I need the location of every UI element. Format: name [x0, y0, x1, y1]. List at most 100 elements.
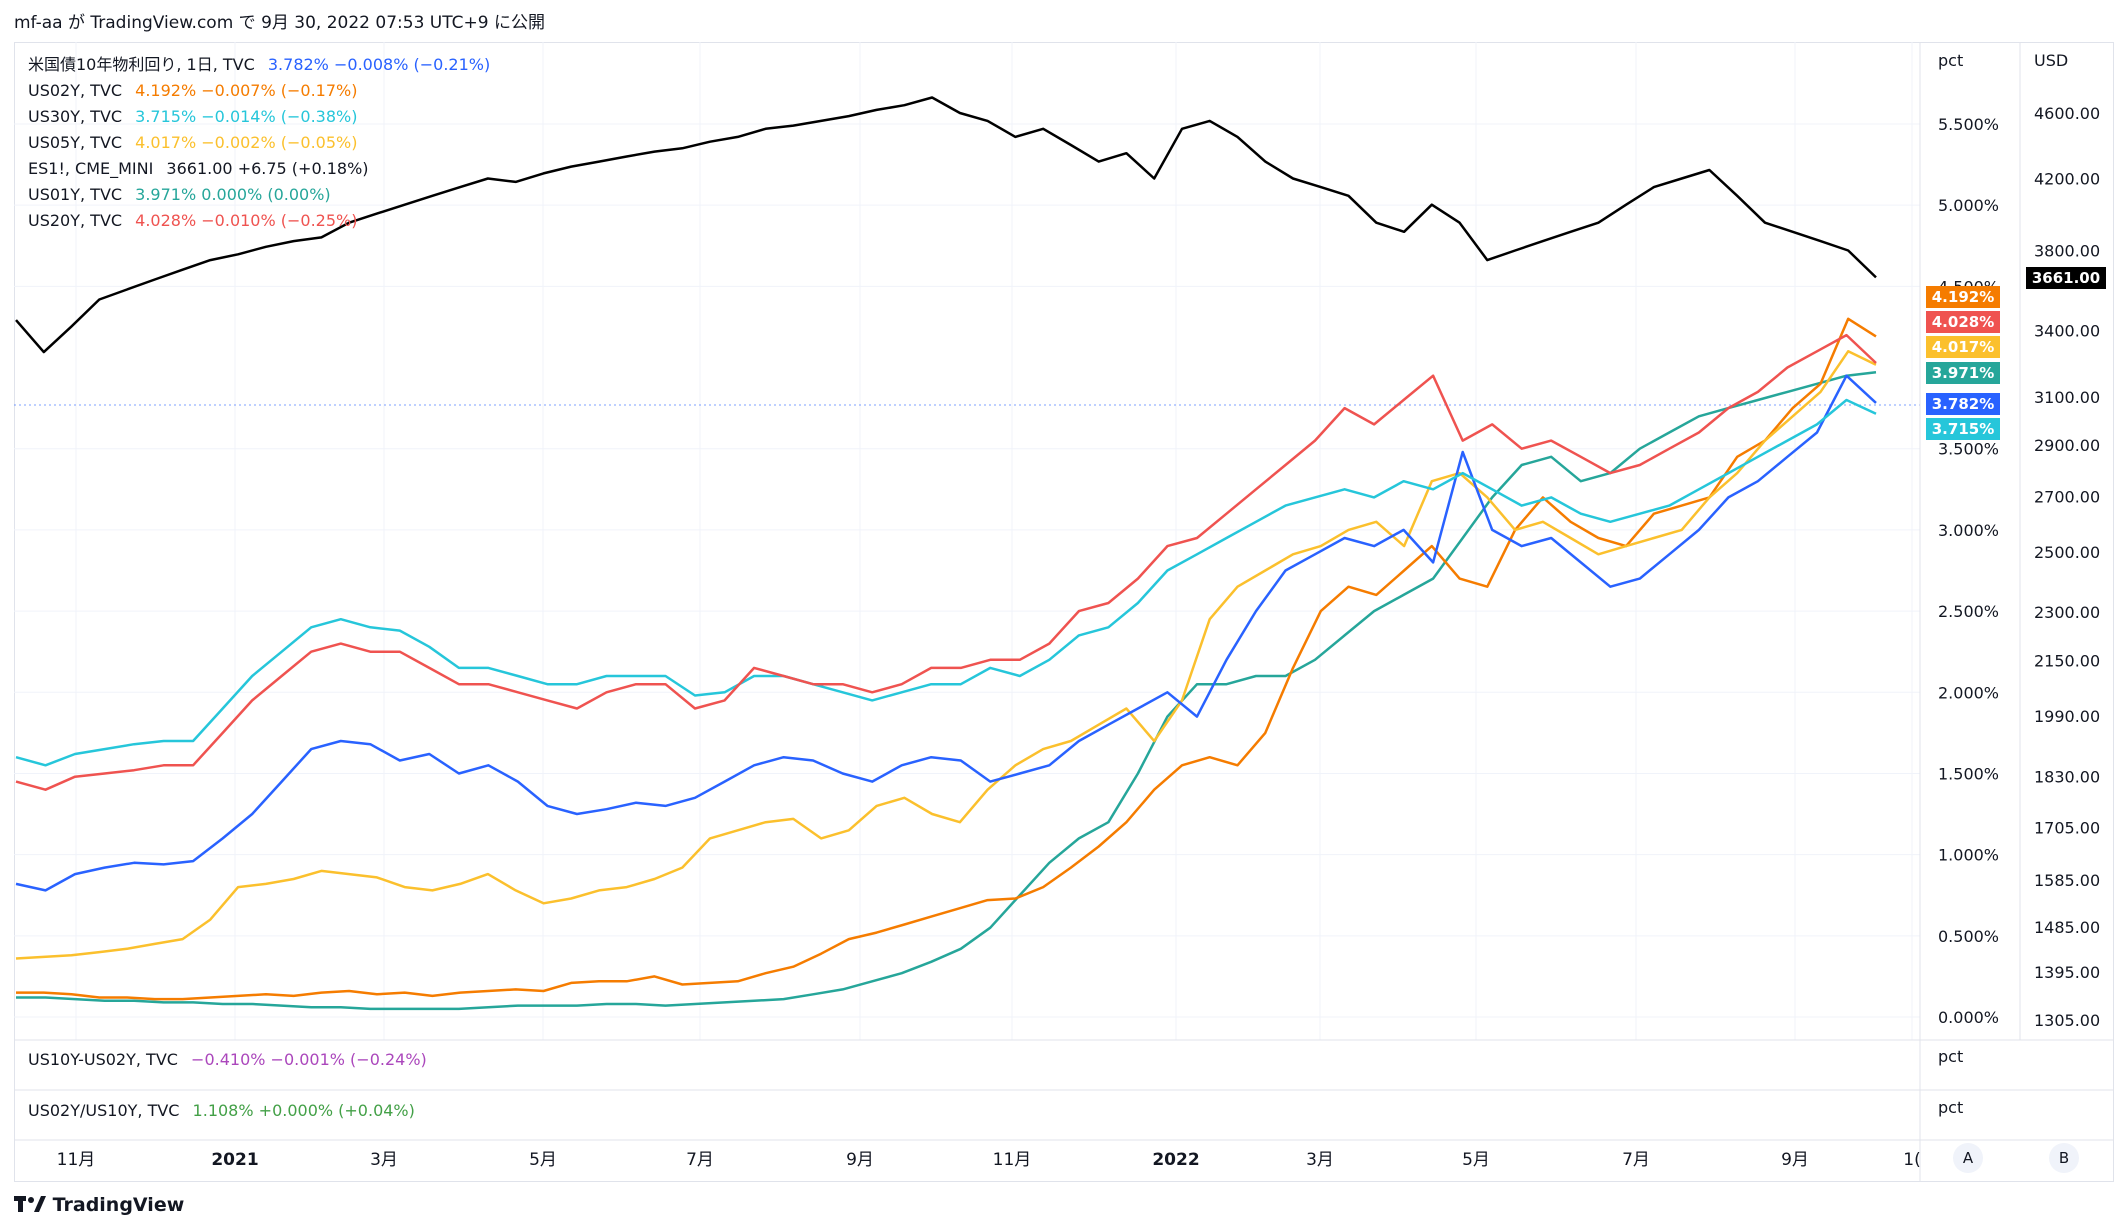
legend-row-es1[interactable]: ES1!, CME_MINI 3661.00 +6.75 (+0.18%): [28, 156, 490, 182]
series-line-us20y: [15, 333, 1877, 791]
legend: 米国債10年物利回り, 1日, TVC 3.782% −0.008% (−0.2…: [28, 52, 490, 234]
usd-tick-label: 2150.00: [2034, 652, 2100, 671]
footer-brand: TradingView: [14, 1194, 184, 1217]
series-line-us02y: [16, 317, 1877, 1001]
axis-layer: pct5.500%5.000%4.500%3.500%3.000%2.500%2…: [57, 51, 2100, 1170]
x-tick-label: 5月: [1462, 1150, 1490, 1170]
usd-tick-label: 1990.00: [2034, 707, 2100, 726]
legend-change: −0.008% (−0.21%): [333, 55, 491, 74]
legend-row-us05y[interactable]: US05Y, TVC 4.017% −0.002% (−0.05%): [28, 130, 490, 156]
x-tick-label: 2022: [1152, 1150, 1199, 1170]
price-badge-us02y: 4.192%: [1926, 286, 2000, 308]
series-line-es1: [15, 96, 1877, 354]
pct-tick-label: 3.000%: [1938, 521, 1999, 540]
price-badge-us20y: 4.028%: [1926, 311, 2000, 333]
price-badge-us05y: 4.017%: [1926, 336, 2000, 358]
series-line-us01y: [16, 371, 1877, 1011]
x-tick-label: 11月: [57, 1150, 96, 1170]
legend-change: −0.002% (−0.05%): [201, 133, 358, 152]
pct-tick-label: 0.500%: [1938, 927, 1999, 946]
x-tick-label: 9月: [1781, 1150, 1809, 1170]
usd-tick-label: 1705.00: [2034, 819, 2100, 838]
legend-row-us01y[interactable]: US01Y, TVC 3.971% 0.000% (0.00%): [28, 182, 490, 208]
x-tick-label: 7月: [686, 1150, 714, 1170]
legend-value: 3.715%: [135, 107, 197, 126]
pct-tick-label: 3.500%: [1938, 440, 1999, 459]
pct-tick-label: 2.500%: [1938, 602, 1999, 621]
legend-change: 0.000% (0.00%): [201, 185, 331, 204]
legend-change: −0.010% (−0.25%): [201, 211, 358, 230]
legend-value: 4.028%: [135, 211, 197, 230]
x-tick-label: 3月: [370, 1150, 398, 1170]
legend-value: 3.782%: [267, 55, 329, 74]
auto-scale-button[interactable]: A: [1953, 1143, 1983, 1173]
usd-tick-label: 1485.00: [2034, 918, 2100, 937]
x-tick-label: 1(: [1903, 1150, 1920, 1170]
legend-name: 米国債10年物利回り, 1日, TVC: [28, 55, 255, 74]
pct-axis-unit: pct: [1938, 51, 1963, 70]
legend-name: US05Y, TVC: [28, 133, 123, 152]
usd-tick-label: 2500.00: [2034, 543, 2100, 562]
x-tick-label: 2021: [211, 1150, 258, 1170]
legend-change: −0.014% (−0.38%): [201, 107, 358, 126]
usd-tick-label: 1305.00: [2034, 1011, 2100, 1030]
usd-tick-label: 3100.00: [2034, 388, 2100, 407]
legend-name: US30Y, TVC: [28, 107, 123, 126]
sub-pane-name: US10Y-US02Y, TVC: [28, 1050, 178, 1069]
tradingview-logo-icon: [14, 1195, 46, 1217]
price-badge-us01y: 3.971%: [1926, 362, 2000, 384]
usd-tick-label: 1585.00: [2034, 871, 2100, 890]
price-badge-es1: 3661.00: [2026, 267, 2106, 289]
x-tick-label: 5月: [529, 1150, 557, 1170]
usd-tick-label: 1395.00: [2034, 963, 2100, 982]
usd-tick-label: 2300.00: [2034, 603, 2100, 622]
pct-tick-label: 2.000%: [1938, 683, 1999, 702]
bar-scale-button[interactable]: B: [2049, 1143, 2079, 1173]
sub-pane-value: −0.410%: [191, 1050, 266, 1069]
sub-pane-legend-ratio[interactable]: US02Y/US10Y, TVC 1.108% +0.000% (+0.04%): [28, 1101, 415, 1120]
x-tick-label: 7月: [1622, 1150, 1650, 1170]
usd-tick-label: 1830.00: [2034, 768, 2100, 787]
price-badge-us10y: 3.782%: [1926, 393, 2000, 415]
legend-name: US20Y, TVC: [28, 211, 123, 230]
usd-axis-unit: USD: [2034, 51, 2068, 70]
footer-brand-text: TradingView: [52, 1194, 185, 1216]
usd-tick-label: 4200.00: [2034, 169, 2100, 188]
sub-pane-unit: pct: [1938, 1047, 1964, 1066]
usd-tick-label: 2700.00: [2034, 488, 2100, 507]
legend-value: 4.017%: [135, 133, 197, 152]
price-badge-us30y: 3.715%: [1926, 418, 2000, 440]
usd-tick-label: 2900.00: [2034, 436, 2100, 455]
sub-pane-unit: pct: [1938, 1098, 1964, 1117]
series-layer: [15, 96, 1877, 1011]
sub-pane-change: −0.001% (−0.24%): [270, 1050, 427, 1069]
x-tick-label: 11月: [993, 1150, 1032, 1170]
legend-value: 3661.00: [166, 159, 233, 178]
sub-pane-legend-spread[interactable]: US10Y-US02Y, TVC −0.410% −0.001% (−0.24%…: [28, 1050, 427, 1069]
legend-value: 3.971%: [135, 185, 197, 204]
sub-pane-value: 1.108%: [192, 1101, 254, 1120]
series-line-us10y: [15, 374, 1877, 892]
pct-tick-label: 1.500%: [1938, 764, 1999, 783]
sub-pane-change: +0.000% (+0.04%): [258, 1101, 415, 1120]
pct-tick-label: 0.000%: [1938, 1008, 1999, 1027]
legend-name: ES1!, CME_MINI: [28, 159, 154, 178]
legend-name: US01Y, TVC: [28, 185, 123, 204]
sub-pane-name: US02Y/US10Y, TVC: [28, 1101, 180, 1120]
legend-name: US02Y, TVC: [28, 81, 123, 100]
legend-change: −0.007% (−0.17%): [201, 81, 358, 100]
pct-tick-label: 1.000%: [1938, 846, 1999, 865]
pct-tick-label: 5.500%: [1938, 115, 1999, 134]
chart-frame: [14, 42, 2114, 1182]
legend-value: 4.192%: [135, 81, 197, 100]
usd-tick-label: 3800.00: [2034, 242, 2100, 261]
legend-row-us30y[interactable]: US30Y, TVC 3.715% −0.014% (−0.38%): [28, 104, 490, 130]
legend-row-us10y[interactable]: 米国債10年物利回り, 1日, TVC 3.782% −0.008% (−0.2…: [28, 52, 490, 78]
pct-tick-label: 5.000%: [1938, 196, 1999, 215]
series-line-us30y: [15, 398, 1877, 767]
publish-info: mf-aa が TradingView.com で 9月 30, 2022 07…: [14, 13, 545, 33]
legend-row-us02y[interactable]: US02Y, TVC 4.192% −0.007% (−0.17%): [28, 78, 490, 104]
x-tick-label: 9月: [846, 1150, 874, 1170]
legend-row-us20y[interactable]: US20Y, TVC 4.028% −0.010% (−0.25%): [28, 208, 490, 234]
